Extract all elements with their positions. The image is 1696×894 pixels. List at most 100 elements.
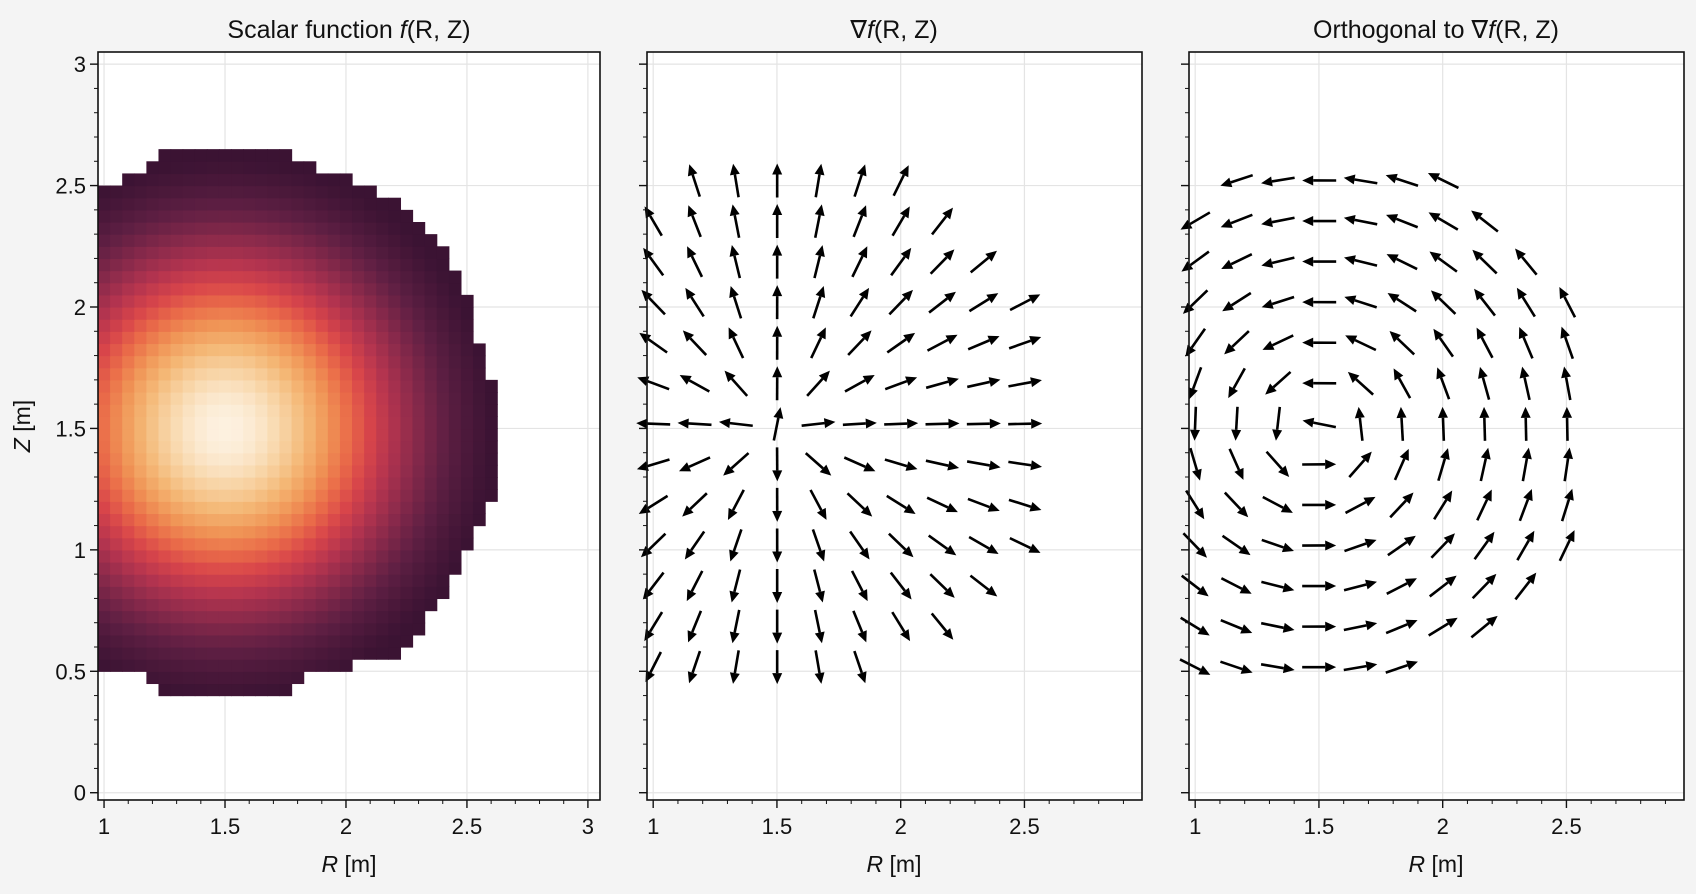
heatmap-cell <box>364 416 377 430</box>
heatmap-cell <box>218 173 232 187</box>
heatmap-cell <box>388 282 402 296</box>
panel-gradient: 1 1.5 2 2.5 ∇f(R, Z) R [m] <box>636 16 1143 877</box>
arrow-shaft <box>925 459 949 467</box>
quiver-arrow <box>1261 295 1295 309</box>
heatmap-cell <box>376 489 389 502</box>
heatmap-cell <box>122 331 135 345</box>
x-tick-label: 2.5 <box>1009 814 1040 839</box>
heatmap-cell <box>146 610 160 624</box>
heatmap-cell <box>436 428 450 442</box>
heatmap-cell <box>122 282 135 296</box>
heatmap-cell <box>122 586 135 600</box>
arrow-head <box>687 246 697 259</box>
heatmap-cell <box>218 513 232 527</box>
arrow-shaft <box>648 611 664 633</box>
heatmap-cell <box>327 440 341 454</box>
heatmap-cell <box>267 598 281 612</box>
heatmap-cell <box>400 489 414 502</box>
heatmap-cell <box>400 574 414 587</box>
heatmap-cell <box>122 222 135 235</box>
heatmap-cell <box>364 489 377 502</box>
heatmap-cell <box>182 574 196 587</box>
heatmap-cell <box>194 549 208 563</box>
heatmap-cell <box>460 404 474 417</box>
panel-scalar-function: 1 1.5 2 2.5 300.511.522.53 Scalar function f… <box>9 16 601 877</box>
heatmap-cell <box>122 307 135 320</box>
quiver-arrow <box>636 418 671 429</box>
quiver-arrow <box>884 418 919 429</box>
quiver-arrow <box>1302 459 1337 470</box>
heatmap-cell <box>122 355 135 369</box>
arrow-shaft <box>647 532 667 551</box>
heatmap-cell <box>352 270 365 284</box>
x-tick-label: 1.5 <box>210 814 241 839</box>
heatmap-cell <box>352 343 365 357</box>
heatmap-cell <box>98 574 111 587</box>
quiver-arrow <box>931 207 953 236</box>
heatmap-cell <box>279 173 293 187</box>
heatmap-cell <box>206 416 220 430</box>
arrow-shaft <box>966 460 990 467</box>
quiver-arrow <box>1220 577 1252 594</box>
heatmap-cell <box>339 562 353 575</box>
arrow-shaft <box>849 530 865 552</box>
quiver-arrow <box>1180 616 1210 636</box>
heatmap-cell <box>400 331 414 345</box>
heatmap-cell <box>194 513 208 527</box>
heatmap-cell <box>364 270 377 284</box>
heatmap-cell <box>98 562 111 575</box>
heatmap-cell <box>255 586 268 600</box>
heatmap-cell <box>485 404 498 417</box>
heatmap-cell <box>424 416 438 430</box>
heatmap-cell <box>376 331 389 345</box>
arrow-shaft <box>1393 458 1406 481</box>
heatmap-cell <box>158 562 172 575</box>
heatmap-cell <box>364 294 377 308</box>
arrow-head <box>859 547 870 560</box>
heatmap-cell <box>243 270 256 284</box>
heatmap-cell <box>291 185 305 199</box>
heatmap-cell <box>218 574 232 587</box>
heatmap-cell <box>339 319 353 332</box>
heatmap-cell <box>182 683 196 697</box>
arrow-shaft <box>1354 218 1378 226</box>
arrow-head <box>989 418 1001 429</box>
heatmap-cell <box>231 197 244 211</box>
heatmap-cell <box>182 367 196 381</box>
heatmap-cell <box>279 537 293 551</box>
quiver-arrow <box>1343 620 1378 632</box>
heatmap-cell <box>376 222 389 235</box>
quiver-arrow <box>846 492 873 517</box>
quiver-arrow <box>1385 619 1418 635</box>
quiver-arrow <box>1515 248 1538 276</box>
heatmap-cell <box>194 270 208 284</box>
heatmap-cell <box>376 452 389 466</box>
arrow-shaft <box>1481 377 1491 400</box>
heatmap-cell <box>243 501 256 515</box>
heatmap-cell <box>194 294 208 308</box>
heatmap-cell <box>303 464 317 478</box>
heatmap-cell <box>110 428 123 442</box>
quiver-arrow <box>1473 531 1495 561</box>
quiver-arrow <box>1189 406 1200 441</box>
quiver-arrow <box>645 651 663 683</box>
heatmap-cell <box>327 525 341 539</box>
heatmap-cell <box>448 549 462 563</box>
arrow-head <box>1403 535 1416 547</box>
arrow-head <box>723 464 735 476</box>
heatmap-cell <box>255 185 268 199</box>
quiver-arrow <box>1474 288 1496 317</box>
heatmap-cell <box>194 258 208 272</box>
arrow-shaft <box>1271 334 1294 347</box>
heatmap-cell <box>339 234 353 247</box>
heatmap-cell <box>339 282 353 296</box>
quiver-arrow <box>842 418 877 429</box>
quiver-arrow <box>729 163 740 198</box>
arrow-shaft <box>733 609 741 633</box>
heatmap-cell <box>110 574 123 587</box>
arrow-shaft <box>969 256 990 274</box>
arrow-shaft <box>844 379 866 393</box>
heatmap-cell <box>255 525 268 539</box>
arrow-shaft <box>1558 539 1571 562</box>
heatmap-cell <box>170 294 184 308</box>
